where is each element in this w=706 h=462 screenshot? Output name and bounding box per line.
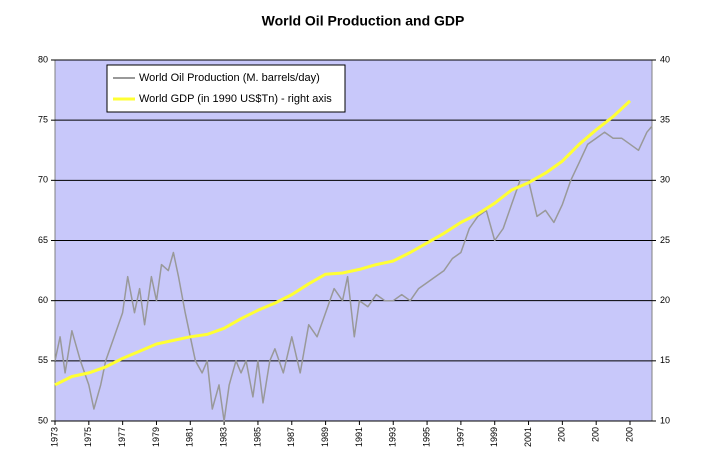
y2-tick-label: 15	[660, 355, 670, 365]
y-tick-label: 60	[38, 295, 48, 305]
x-tick-label: 1991	[354, 427, 364, 447]
y-tick-label: 75	[38, 115, 48, 125]
legend-label: World Oil Production (M. barrels/day)	[139, 72, 320, 84]
x-tick-label: 1997	[455, 427, 465, 447]
x-tick-label: 1977	[117, 427, 127, 447]
y2-tick-label: 10	[660, 415, 670, 425]
x-tick-label: 1987	[286, 427, 296, 447]
chart-title: World Oil Production and GDP	[262, 13, 465, 29]
x-tick-label: 1973	[49, 427, 59, 447]
y-tick-label: 65	[38, 235, 48, 245]
legend-label: World GDP (in 1990 US$Tn) - right axis	[139, 93, 332, 105]
legend-box	[106, 64, 346, 113]
legend: World Oil Production (M. barrels/day) Wor…	[106, 64, 346, 113]
y-tick-label: 70	[38, 175, 48, 185]
x-tick-label: 200	[624, 427, 634, 442]
x-tick-label: 1983	[218, 427, 228, 447]
y2-tick-label: 30	[660, 175, 670, 185]
x-tick-label: 2001	[523, 427, 533, 447]
x-tick-label: 200	[557, 427, 567, 442]
y2-tick-label: 40	[660, 54, 670, 64]
x-tick-label: 1993	[388, 427, 398, 447]
y-tick-label: 80	[38, 54, 48, 64]
x-tick-label: 1985	[252, 427, 262, 447]
series-line	[54, 125, 653, 422]
y2-tick-label: 20	[660, 295, 670, 305]
y2-tick-label: 35	[660, 115, 670, 125]
x-tick-label: 1989	[320, 427, 330, 447]
series-line	[54, 99, 632, 387]
x-tick-label: 1999	[489, 427, 499, 447]
x-tick-label: 1995	[421, 427, 431, 447]
y-tick-label: 50	[38, 415, 48, 425]
x-tick-label: 1981	[185, 427, 195, 447]
x-tick-label: 1979	[151, 427, 161, 447]
x-tick-label: 200	[591, 427, 601, 442]
y-tick-label: 55	[38, 355, 48, 365]
x-tick-label: 1975	[83, 427, 93, 447]
y2-tick-label: 25	[660, 235, 670, 245]
